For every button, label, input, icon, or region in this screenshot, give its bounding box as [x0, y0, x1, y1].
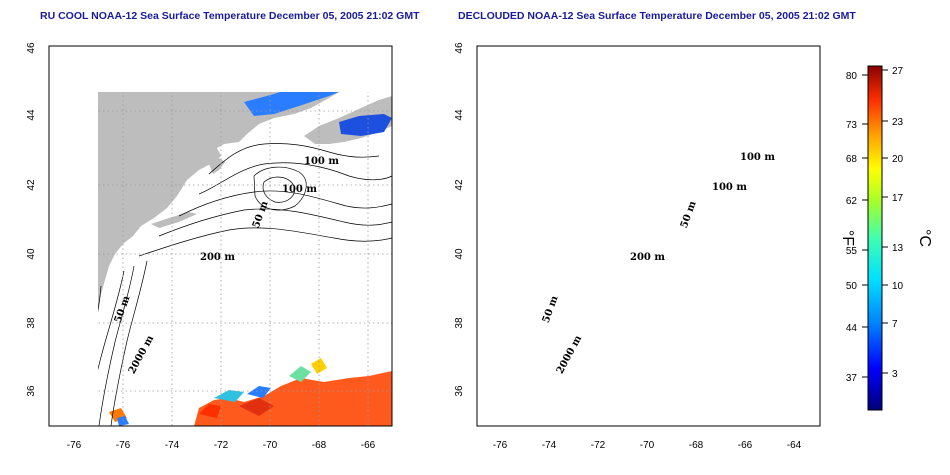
celsius-tick: 20 — [892, 154, 904, 165]
left-map: 100 m 100 m 50 m 200 m 50 m 2000 m — [48, 45, 393, 427]
lon-tick: -76 — [493, 440, 508, 451]
lon-tick: -68 — [689, 440, 704, 451]
lat-tick: 42 — [26, 179, 37, 191]
cold-sst-patch — [244, 92, 339, 116]
lon-tick: -68 — [312, 440, 327, 451]
fahrenheit-unit-label: °F — [839, 230, 856, 246]
fahrenheit-tick: 37 — [846, 373, 858, 384]
lat-tick: 38 — [26, 317, 37, 329]
lon-tick: -76 — [116, 440, 131, 451]
celsius-unit-label: °C — [916, 229, 933, 247]
lat-tick: 40 — [454, 248, 465, 260]
lat-tick: 42 — [454, 179, 465, 191]
celsius-tick: 10 — [892, 281, 904, 292]
lat-tick: 36 — [26, 385, 37, 397]
lon-tick: -70 — [263, 440, 278, 451]
celsius-tick: 7 — [892, 319, 898, 330]
fahrenheit-tick: 80 — [846, 71, 858, 82]
fahrenheit-tick: 73 — [846, 120, 858, 131]
lon-tick: -72 — [214, 440, 229, 451]
celsius-tick: 3 — [892, 369, 898, 380]
celsius-tick: 23 — [892, 117, 904, 128]
lat-tick: 44 — [454, 109, 465, 121]
warm-sst-patch — [194, 371, 392, 426]
contour-label: 100 m — [712, 182, 747, 193]
lat-tick: 46 — [26, 42, 37, 54]
lon-tick: -74 — [165, 440, 180, 451]
lon-tick: -72 — [591, 440, 606, 451]
lat-tick: 38 — [454, 317, 465, 329]
fahrenheit-tick: 55 — [846, 246, 858, 257]
celsius-tick: 27 — [892, 66, 904, 77]
lat-tick: 44 — [26, 109, 37, 121]
contour-label: 100 m — [304, 156, 339, 167]
lon-tick: -74 — [542, 440, 557, 451]
left-panel-title: RU COOL NOAA-12 Sea Surface Temperature … — [40, 10, 420, 22]
fahrenheit-tick: 68 — [846, 154, 858, 165]
colorbar-gradient — [867, 65, 883, 411]
right-axes: -76 -74 -72 -70 -68 -66 -64 46 44 42 40 … — [454, 42, 802, 451]
right-panel-title: DECLOUDED NOAA-12 Sea Surface Temperatur… — [458, 10, 856, 22]
lat-tick: 40 — [26, 248, 37, 260]
celsius-tick: 17 — [892, 193, 904, 204]
lat-tick: 36 — [454, 385, 465, 397]
lon-tick: -66 — [361, 440, 376, 451]
colorbar: 80 73 68 62 55 50 44 37 27 23 20 17 13 1… — [839, 65, 933, 411]
celsius-tick: 13 — [892, 243, 904, 254]
left-axes: -76 -74 -72 -70 -68 -66 -76 46 44 42 40 … — [26, 42, 376, 451]
contour-label: 200 m — [200, 252, 235, 263]
lon-tick: -76 — [67, 440, 82, 451]
right-map: 100 m 100 m 50 m 200 m 50 m 2000 m — [476, 45, 821, 427]
contour-label: 100 m — [740, 152, 775, 163]
lon-tick: -64 — [787, 440, 802, 451]
fahrenheit-tick: 62 — [846, 196, 858, 207]
lat-tick: 46 — [454, 42, 465, 54]
contour-label: 200 m — [630, 252, 665, 263]
lon-tick: -70 — [640, 440, 655, 451]
contour-label: 100 m — [282, 184, 317, 195]
lon-tick: -66 — [738, 440, 753, 451]
fahrenheit-tick: 50 — [846, 281, 858, 292]
fahrenheit-tick: 44 — [846, 323, 858, 334]
